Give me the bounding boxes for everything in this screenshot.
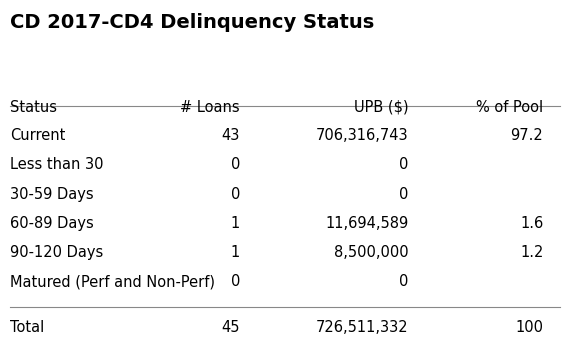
Text: 97.2: 97.2 [511,128,543,143]
Text: 0: 0 [399,157,409,172]
Text: 1: 1 [231,245,240,260]
Text: Current: Current [10,128,65,143]
Text: 11,694,589: 11,694,589 [325,216,409,231]
Text: 0: 0 [231,157,240,172]
Text: 90-120 Days: 90-120 Days [10,245,103,260]
Text: % of Pool: % of Pool [477,100,543,115]
Text: 8,500,000: 8,500,000 [334,245,409,260]
Text: Matured (Perf and Non-Perf): Matured (Perf and Non-Perf) [10,274,215,289]
Text: UPB ($): UPB ($) [354,100,409,115]
Text: 43: 43 [222,128,240,143]
Text: 60-89 Days: 60-89 Days [10,216,93,231]
Text: Total: Total [10,320,44,335]
Text: 706,316,743: 706,316,743 [316,128,409,143]
Text: 726,511,332: 726,511,332 [316,320,409,335]
Text: 1.2: 1.2 [520,245,543,260]
Text: 0: 0 [399,187,409,202]
Text: CD 2017-CD4 Delinquency Status: CD 2017-CD4 Delinquency Status [10,13,374,32]
Text: 0: 0 [231,274,240,289]
Text: 1.6: 1.6 [520,216,543,231]
Text: Status: Status [10,100,57,115]
Text: # Loans: # Loans [181,100,240,115]
Text: 1: 1 [231,216,240,231]
Text: 0: 0 [399,274,409,289]
Text: 30-59 Days: 30-59 Days [10,187,93,202]
Text: 0: 0 [231,187,240,202]
Text: 45: 45 [222,320,240,335]
Text: 100: 100 [515,320,543,335]
Text: Less than 30: Less than 30 [10,157,103,172]
